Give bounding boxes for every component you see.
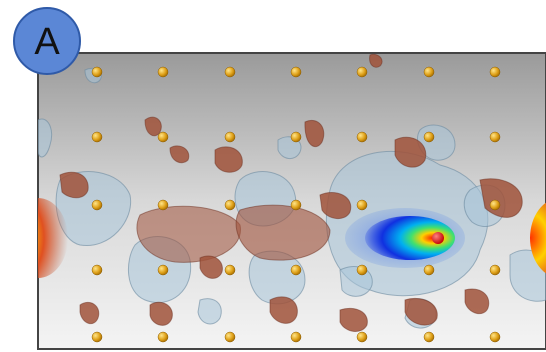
panel-badge: A — [14, 8, 80, 74]
page: {"panel_label": "A"} — [0, 0, 546, 352]
panel-label: A — [34, 21, 60, 63]
figure: A — [0, 0, 546, 352]
render-panel — [8, 53, 546, 349]
